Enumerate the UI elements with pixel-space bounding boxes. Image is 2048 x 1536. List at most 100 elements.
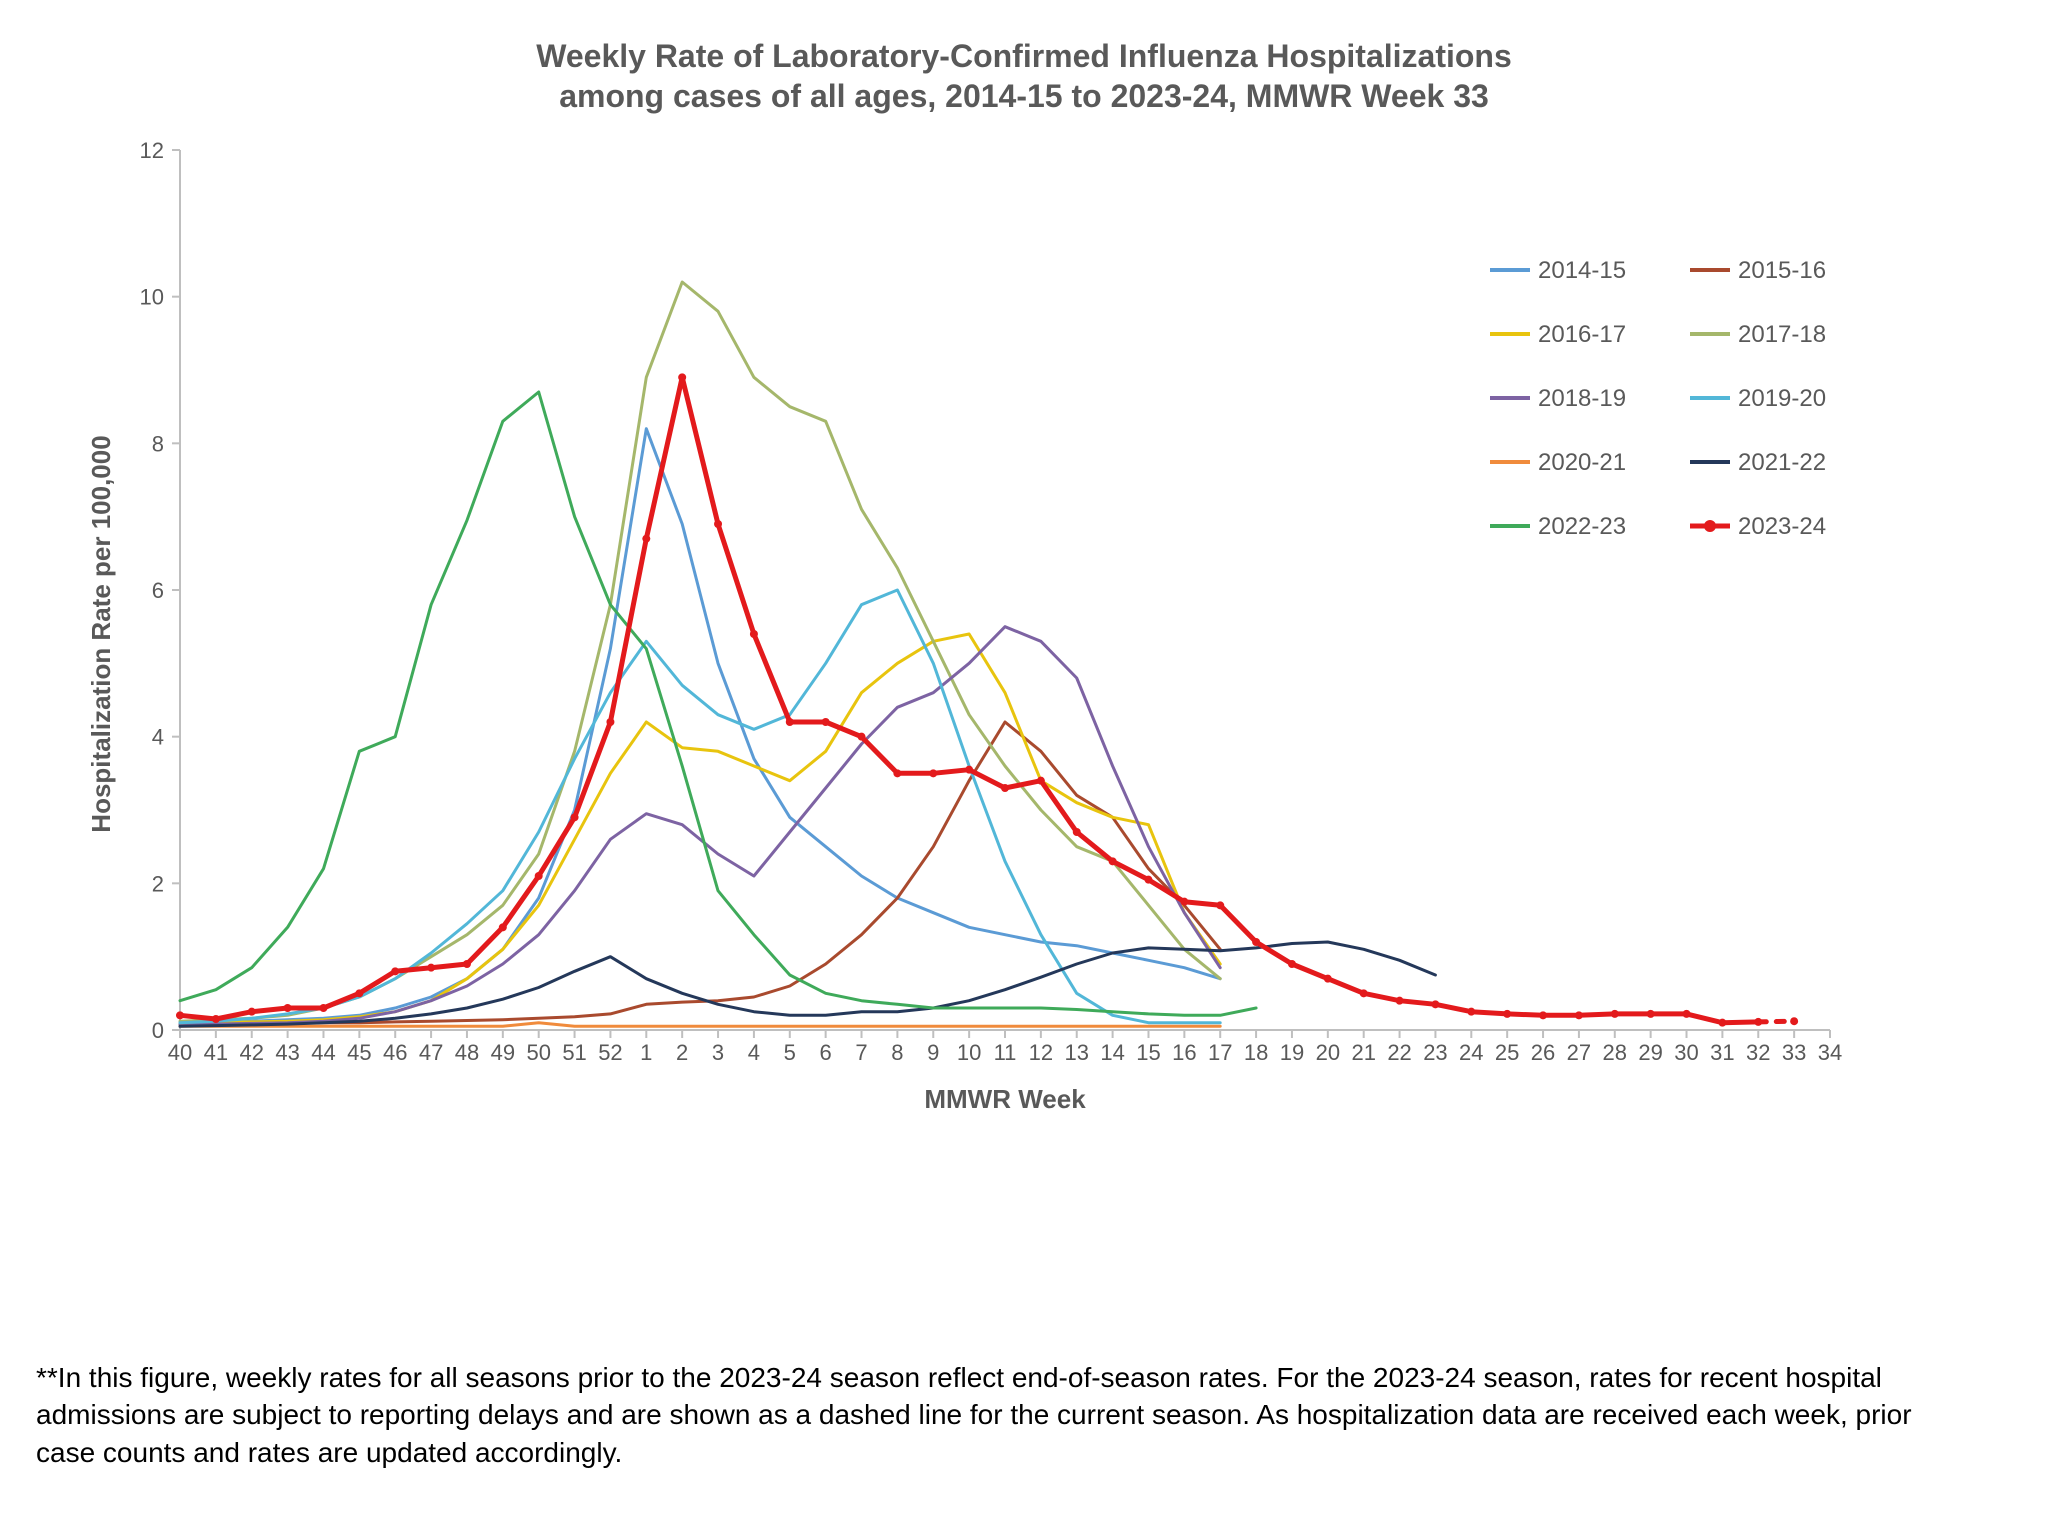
xtick-label: 43 [275, 1040, 299, 1065]
series-marker [678, 373, 686, 381]
xtick-label: 42 [239, 1040, 263, 1065]
series-marker [1073, 828, 1081, 836]
series-marker [858, 733, 866, 741]
series-marker [427, 964, 435, 972]
series-marker [535, 872, 543, 880]
xtick-label: 16 [1172, 1040, 1196, 1065]
xtick-label: 41 [204, 1040, 228, 1065]
xtick-label: 31 [1710, 1040, 1734, 1065]
series-marker [1790, 1017, 1798, 1025]
chart-title-line2: among cases of all ages, 2014-15 to 2023… [0, 76, 2048, 116]
chart-title: Weekly Rate of Laboratory-Confirmed Infl… [0, 36, 2048, 116]
xtick-label: 13 [1064, 1040, 1088, 1065]
xtick-label: 27 [1567, 1040, 1591, 1065]
series-marker [176, 1011, 184, 1019]
series-marker [1180, 898, 1188, 906]
series-line-dashed [1758, 1021, 1794, 1022]
legend-label: 2023-24 [1738, 513, 1826, 540]
xtick-label: 2 [676, 1040, 688, 1065]
xtick-label: 50 [526, 1040, 550, 1065]
series-marker [606, 718, 614, 726]
legend-label: 2015-16 [1738, 257, 1826, 284]
series-marker [1252, 938, 1260, 946]
xtick-label: 26 [1531, 1040, 1555, 1065]
chart-container: 0246810124041424344454647484950515212345… [70, 120, 1930, 1170]
series-marker [642, 535, 650, 543]
series-line [180, 722, 1220, 1024]
ytick-label: 0 [152, 1018, 164, 1043]
xtick-label: 29 [1638, 1040, 1662, 1065]
series-marker [1001, 784, 1009, 792]
xtick-label: 47 [419, 1040, 443, 1065]
series-marker [284, 1004, 292, 1012]
legend-label: 2021-22 [1738, 449, 1826, 476]
xtick-label: 7 [855, 1040, 867, 1065]
series-marker [499, 923, 507, 931]
ytick-label: 8 [152, 431, 164, 456]
xtick-label: 10 [957, 1040, 981, 1065]
series-marker [212, 1015, 220, 1023]
xtick-label: 15 [1136, 1040, 1160, 1065]
ytick-label: 10 [140, 285, 164, 310]
series-marker [929, 769, 937, 777]
xtick-label: 14 [1100, 1040, 1124, 1065]
x-axis-label: MMWR Week [924, 1084, 1086, 1114]
xtick-label: 28 [1603, 1040, 1627, 1065]
xtick-label: 3 [712, 1040, 724, 1065]
xtick-label: 30 [1674, 1040, 1698, 1065]
series-marker [1037, 777, 1045, 785]
xtick-label: 11 [994, 1040, 1017, 1065]
legend-label: 2019-20 [1738, 385, 1826, 412]
xtick-label: 45 [347, 1040, 371, 1065]
xtick-label: 8 [891, 1040, 903, 1065]
series-marker [1431, 1000, 1439, 1008]
series-marker [1575, 1011, 1583, 1019]
legend-marker-icon [1704, 520, 1716, 532]
xtick-label: 22 [1387, 1040, 1411, 1065]
series-marker [391, 967, 399, 975]
series-marker [750, 630, 758, 638]
series-marker [1216, 901, 1224, 909]
page-root: Weekly Rate of Laboratory-Confirmed Infl… [0, 0, 2048, 1536]
series-marker [1360, 989, 1368, 997]
xtick-label: 21 [1351, 1040, 1375, 1065]
series-marker [822, 718, 830, 726]
xtick-label: 52 [598, 1040, 622, 1065]
series-marker [1503, 1010, 1511, 1018]
xtick-label: 20 [1316, 1040, 1340, 1065]
series-marker [1467, 1008, 1475, 1016]
series-line [180, 282, 1220, 1021]
y-axis-label: Hospitalization Rate per 100,000 [86, 435, 116, 832]
xtick-label: 46 [383, 1040, 407, 1065]
xtick-label: 5 [784, 1040, 796, 1065]
chart-footnote: **In this figure, weekly rates for all s… [36, 1359, 1968, 1472]
ytick-label: 6 [152, 578, 164, 603]
legend-label: 2016-17 [1538, 321, 1626, 348]
series-marker [714, 520, 722, 528]
series-marker [571, 813, 579, 821]
series-marker [786, 718, 794, 726]
series-line [180, 429, 1220, 1023]
legend-label: 2014-15 [1538, 257, 1626, 284]
xtick-label: 9 [927, 1040, 939, 1065]
series-marker [1647, 1010, 1655, 1018]
legend-label: 2018-19 [1538, 385, 1626, 412]
xtick-label: 23 [1423, 1040, 1447, 1065]
xtick-label: 19 [1280, 1040, 1304, 1065]
xtick-label: 4 [748, 1040, 760, 1065]
xtick-label: 12 [1029, 1040, 1053, 1065]
xtick-label: 6 [820, 1040, 832, 1065]
series-marker [1539, 1011, 1547, 1019]
series-marker [355, 989, 363, 997]
xtick-label: 25 [1495, 1040, 1519, 1065]
chart-svg: 0246810124041424344454647484950515212345… [70, 120, 1930, 1170]
series-marker [1288, 960, 1296, 968]
series-marker [1718, 1019, 1726, 1027]
xtick-label: 48 [455, 1040, 479, 1065]
series-marker [1754, 1018, 1762, 1026]
series-marker [463, 960, 471, 968]
chart-title-line1: Weekly Rate of Laboratory-Confirmed Infl… [0, 36, 2048, 76]
xtick-label: 40 [168, 1040, 192, 1065]
series-line [180, 590, 1220, 1023]
legend-label: 2020-21 [1538, 449, 1626, 476]
